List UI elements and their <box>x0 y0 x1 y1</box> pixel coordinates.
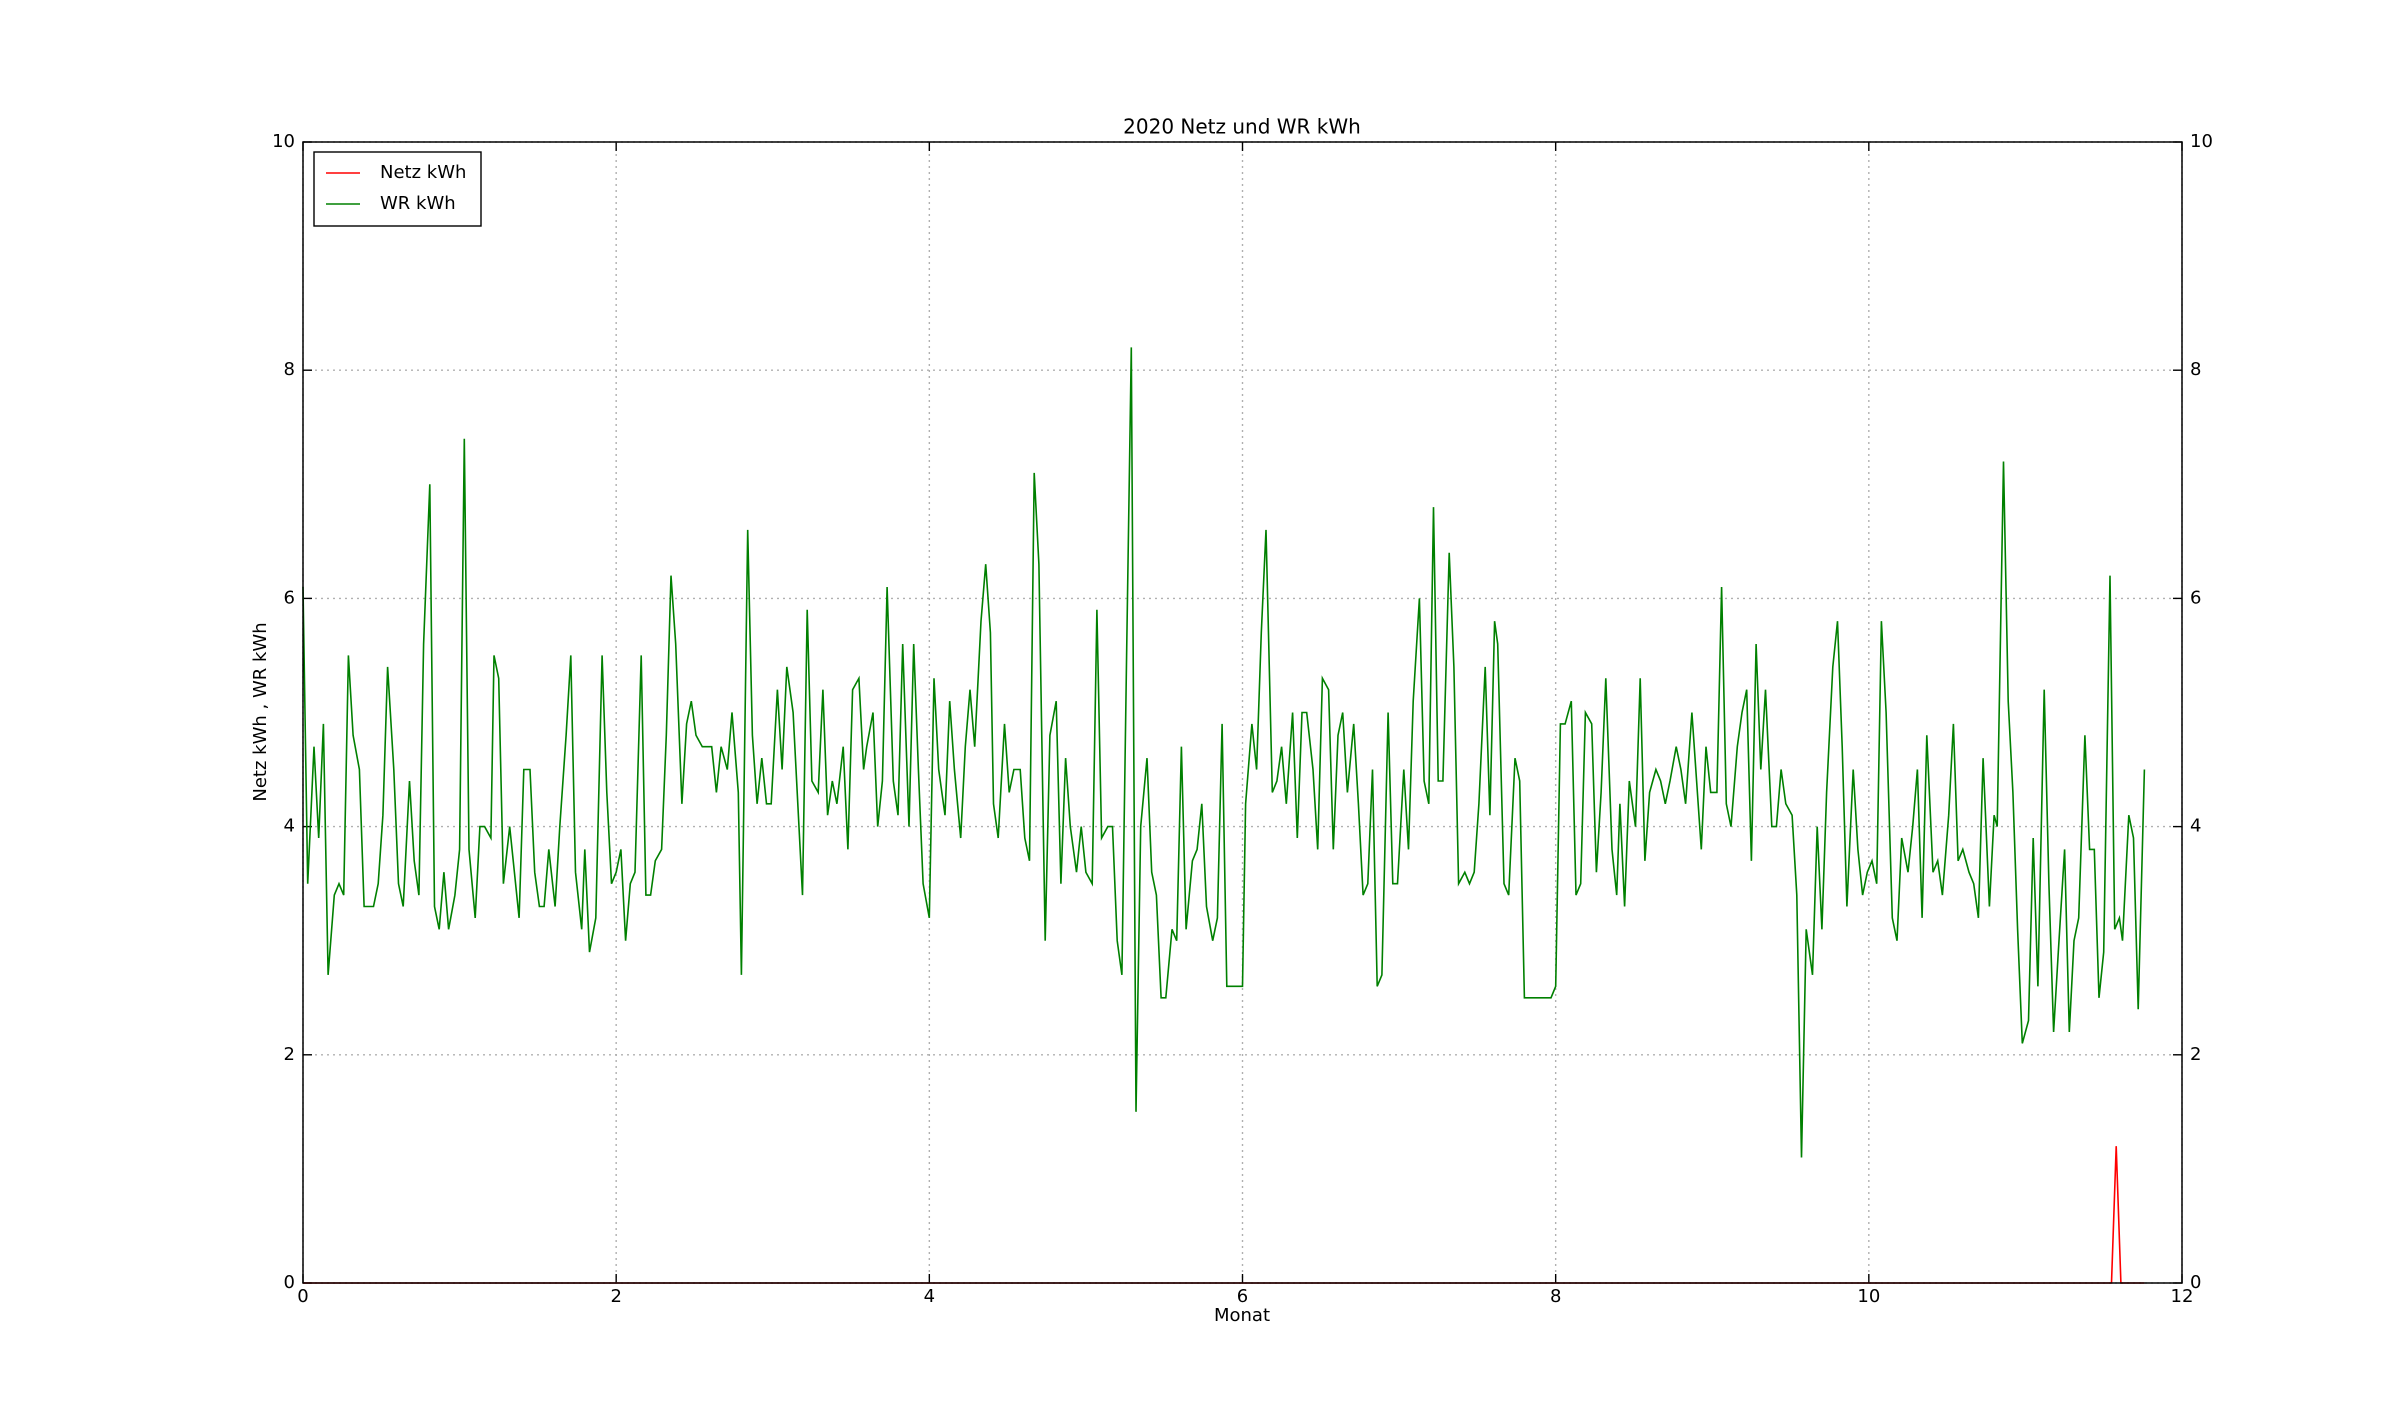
plot-frame <box>302 141 2183 1284</box>
x-tick-label: 12 <box>2171 1286 2194 1307</box>
x-tick-label: 2 <box>610 1286 621 1307</box>
y-tick-label: 8 <box>284 359 295 380</box>
y2-tick-label: 10 <box>2190 131 2213 152</box>
y2-tick-label: 6 <box>2190 587 2201 608</box>
y-axis-label: Netz kWh , WR kWh <box>250 622 271 801</box>
x-tick-label: 10 <box>1857 1286 1880 1307</box>
x-tick-label: 4 <box>924 1286 935 1307</box>
x-tick-label: 6 <box>1237 1286 1248 1307</box>
y-tick-label: 6 <box>284 587 295 608</box>
y2-tick-label: 8 <box>2190 359 2201 380</box>
legend-box <box>313 151 482 227</box>
chart-title: 2020 Netz und WR kWh <box>1123 115 1361 139</box>
x-tick-label: 0 <box>297 1286 308 1307</box>
legend-label: WR kWh <box>380 193 456 214</box>
y2-tick-label: 2 <box>2190 1044 2201 1065</box>
y2-tick-label: 4 <box>2190 816 2201 837</box>
series-line <box>303 1146 2145 1284</box>
y-tick-label: 0 <box>284 1272 295 1293</box>
legend-label: Netz kWh <box>380 162 466 183</box>
x-tick-label: 8 <box>1550 1286 1561 1307</box>
y-tick-label: 10 <box>272 131 295 152</box>
y-tick-label: 2 <box>284 1044 295 1065</box>
series-line <box>302 347 2146 1158</box>
x-axis-label: Monat <box>1214 1305 1270 1326</box>
y-tick-label: 4 <box>284 816 295 837</box>
y2-tick-label: 0 <box>2190 1272 2201 1293</box>
